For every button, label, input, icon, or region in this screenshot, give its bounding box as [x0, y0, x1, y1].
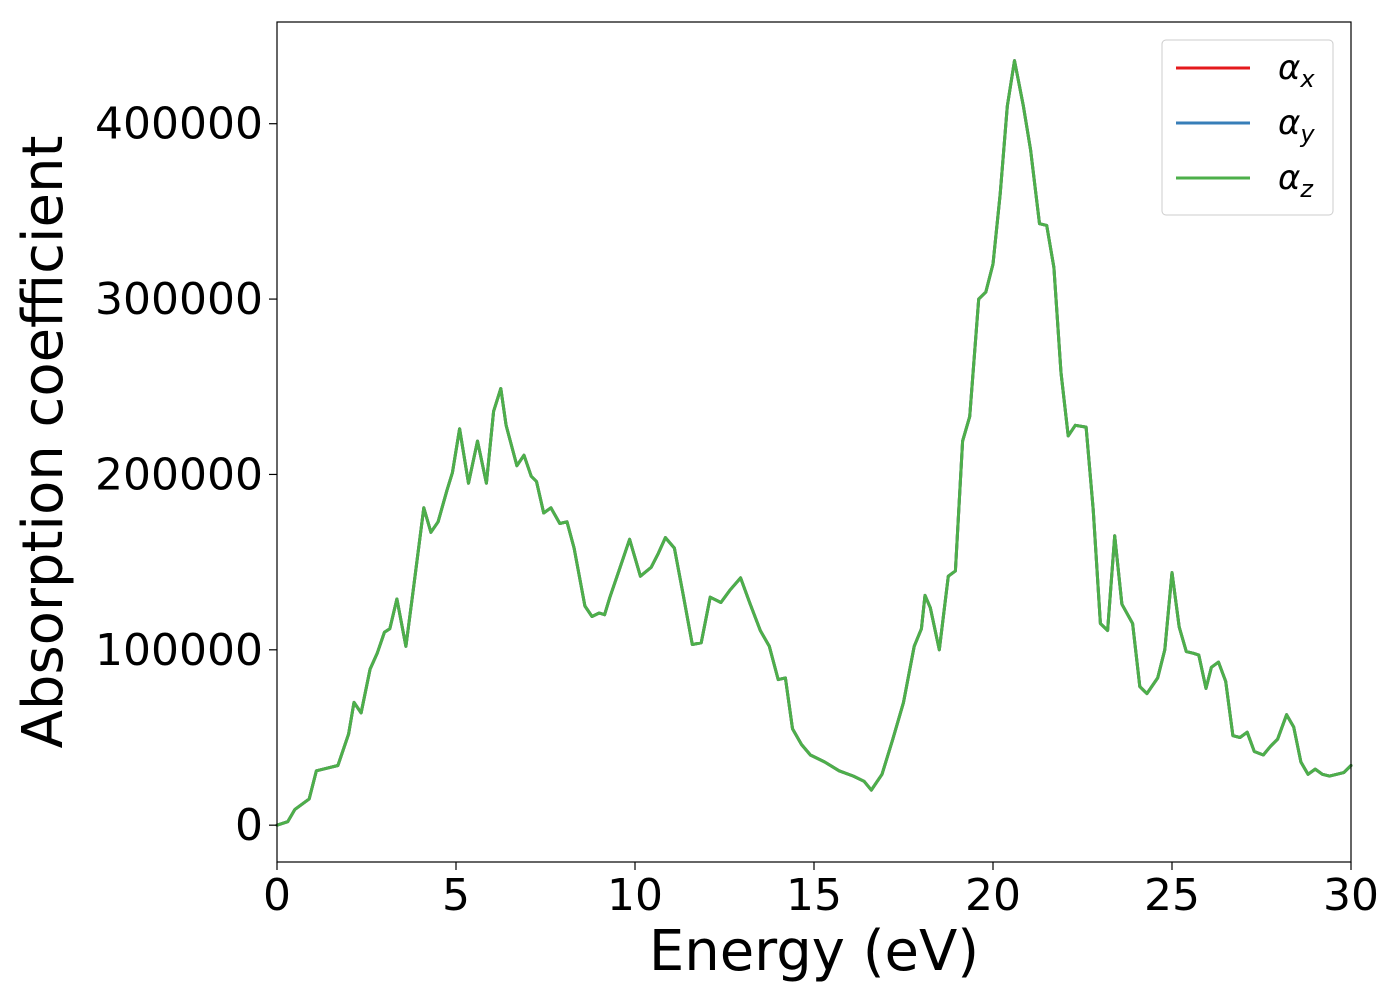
y-tick-label: 200000 [95, 449, 263, 500]
legend-label-x: αx [1278, 48, 1315, 93]
legend-label-z: αz [1278, 158, 1314, 203]
y-axis-ticks: 0 100000 200000 300000 400000 [95, 99, 277, 851]
y-axis-label: Absorption coefficient [11, 136, 76, 749]
x-tick-label: 0 [263, 870, 291, 921]
y-tick-label: 0 [235, 800, 263, 851]
x-tick-label: 30 [1323, 870, 1379, 921]
y-tick-label: 100000 [95, 625, 263, 676]
y-tick-label: 400000 [95, 99, 263, 150]
x-axis-ticks: 0 5 10 15 20 25 30 [263, 862, 1379, 921]
x-tick-label: 20 [965, 870, 1021, 921]
legend-box [1161, 39, 1334, 216]
legend-label-y: αy [1278, 103, 1315, 148]
x-tick-label: 15 [786, 870, 842, 921]
x-tick-label: 5 [442, 870, 470, 921]
y-tick-label: 300000 [95, 274, 263, 325]
x-tick-label: 25 [1144, 870, 1200, 921]
series-lines [275, 59, 1353, 827]
series-line-z [275, 59, 1353, 827]
x-axis-label: Energy (eV) [649, 919, 979, 984]
legend-entries: αx αy αz [1176, 48, 1315, 203]
x-tick-label: 10 [607, 870, 663, 921]
legend: αx αy αz [1161, 39, 1334, 216]
